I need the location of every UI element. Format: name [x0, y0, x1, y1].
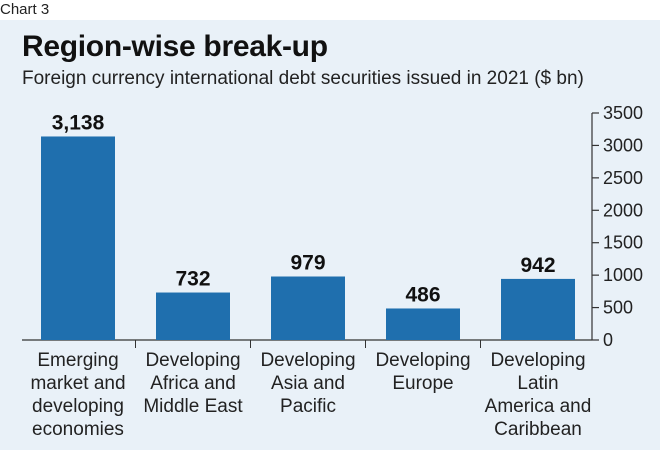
category-label-2-line-0: Developing	[260, 350, 355, 371]
bar-4	[501, 278, 575, 340]
category-label-0-line-3: economies	[32, 419, 124, 440]
y-tick-label-3000: 3000	[603, 135, 643, 155]
chart-number-label: Chart 3	[0, 1, 50, 18]
category-label-1-line-1: Africa and	[150, 373, 236, 394]
bar-0	[41, 136, 115, 340]
bar-3	[386, 308, 460, 340]
value-label-3: 486	[405, 283, 440, 306]
category-label-4-line-0: Developing	[490, 350, 585, 371]
category-label-2-line-1: Asia and	[271, 373, 345, 394]
y-tick-label-500: 500	[603, 298, 633, 318]
chart-subtitle: Foreign currency international debt secu…	[22, 68, 584, 89]
value-label-2: 979	[290, 252, 325, 275]
category-label-3-line-0: Developing	[375, 350, 470, 371]
chart-title: Region-wise break-up	[22, 30, 328, 63]
value-label-0: 3,138	[52, 111, 105, 134]
category-label-3-line-1: Europe	[392, 373, 453, 394]
value-label-4: 942	[520, 254, 555, 277]
value-label-1: 732	[175, 268, 210, 291]
bar-2	[271, 276, 345, 340]
y-tick-label-1500: 1500	[603, 233, 643, 253]
category-label-0-line-0: Emerging	[37, 350, 118, 371]
y-tick-label-1000: 1000	[603, 265, 643, 285]
category-label-1-line-0: Developing	[145, 350, 240, 371]
category-label-4-line-3: Caribbean	[494, 419, 582, 440]
category-label-4-line-1: Latin	[517, 373, 558, 394]
y-tick-label-2000: 2000	[603, 200, 643, 220]
y-tick-label-3500: 3500	[603, 103, 643, 123]
y-tick-label-2500: 2500	[603, 168, 643, 188]
category-label-0-line-2: developing	[32, 396, 124, 417]
category-label-4-line-2: America and	[485, 396, 592, 417]
category-label-2-line-2: Pacific	[280, 396, 336, 417]
bar-1	[156, 292, 230, 340]
category-label-1-line-2: Middle East	[143, 396, 243, 417]
category-label-0-line-1: market and	[30, 373, 125, 394]
y-tick-label-0: 0	[603, 330, 613, 350]
